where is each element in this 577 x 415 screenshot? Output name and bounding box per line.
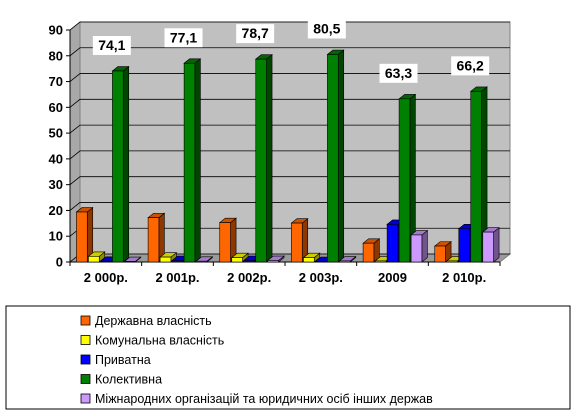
legend-label: Приватна [95,353,151,367]
y-tick-label: 60 [49,100,63,115]
gridline [69,176,510,185]
legend-swatch [80,315,91,326]
bar [76,211,88,263]
bar [410,234,423,263]
data-label: 78,7 [242,25,269,41]
bar [291,222,303,263]
bar [112,70,124,263]
legend-swatch [80,374,91,384]
gridline [69,98,510,108]
data-label-box [164,28,203,48]
y-tick-label: 50 [49,126,63,141]
bar [303,257,315,263]
legend-box [5,305,571,410]
bar [159,256,172,263]
y-tick-label: 0 [56,255,63,270]
legend-label: Колективна [95,373,162,387]
bar-side [337,49,345,263]
chart-frame [2,2,569,302]
y-tick-label: 70 [49,74,63,89]
x-tick-label: 2009 [378,270,407,285]
bar [327,54,339,263]
legend-label: Міжнародних організацій та юридичних осі… [95,392,433,406]
bar [446,260,458,263]
bar-side [194,58,201,263]
bar [470,91,482,263]
bar [374,260,387,263]
gridline [69,202,510,211]
y-tick-label: 10 [49,229,63,244]
data-label: 80,5 [313,20,340,36]
x-tick-label: 2 010р. [442,270,486,285]
gridline [69,150,510,160]
data-label: 77,1 [170,29,197,45]
legend-swatch [80,335,91,345]
bar [362,242,375,263]
bar [243,260,255,263]
bar [386,224,399,263]
bar [434,245,446,263]
bar-side [122,65,130,263]
data-label-box [379,63,418,83]
bar [100,260,112,263]
gridline [69,47,510,57]
data-label-box [307,19,346,39]
bar-side [493,227,500,263]
bar-side [421,229,428,263]
bar [147,217,160,263]
bar [339,260,351,263]
gridline [69,21,510,31]
data-label-box [451,56,490,76]
bar [195,260,208,263]
plot-back-wall [79,21,511,255]
y-tick-label: 90 [49,23,63,38]
bar [219,222,231,263]
bar [482,231,494,263]
y-tick-label: 40 [49,151,63,166]
data-label: 63,3 [385,65,412,81]
bar [267,260,279,263]
legend-label: Комунальна власність [95,334,224,348]
bar [183,62,196,263]
bar [315,261,327,263]
bar-side [266,54,273,263]
bar [398,98,411,263]
data-label: 74,1 [98,37,125,53]
bar [88,256,100,263]
legend-swatch [80,354,91,365]
y-tick-label: 30 [49,177,63,192]
x-tick-label: 2 002р. [227,270,271,285]
gridline [69,124,510,134]
x-tick-label: 2 000р. [84,270,128,285]
y-tick-label: 20 [49,203,63,218]
bar [255,58,267,263]
bar [458,228,470,263]
y-tick-label: 80 [49,48,63,63]
legend-label: Державна власність [95,314,212,328]
bar [231,257,243,263]
data-label-box [236,24,275,44]
bar [171,260,184,263]
x-tick-label: 2 003р. [299,270,343,285]
bar [124,261,136,263]
x-tick-label: 2 001р. [155,270,199,285]
data-label-box [92,35,131,55]
data-label: 66,2 [457,57,484,73]
legend-swatch [80,393,91,404]
gridline [69,73,510,82]
